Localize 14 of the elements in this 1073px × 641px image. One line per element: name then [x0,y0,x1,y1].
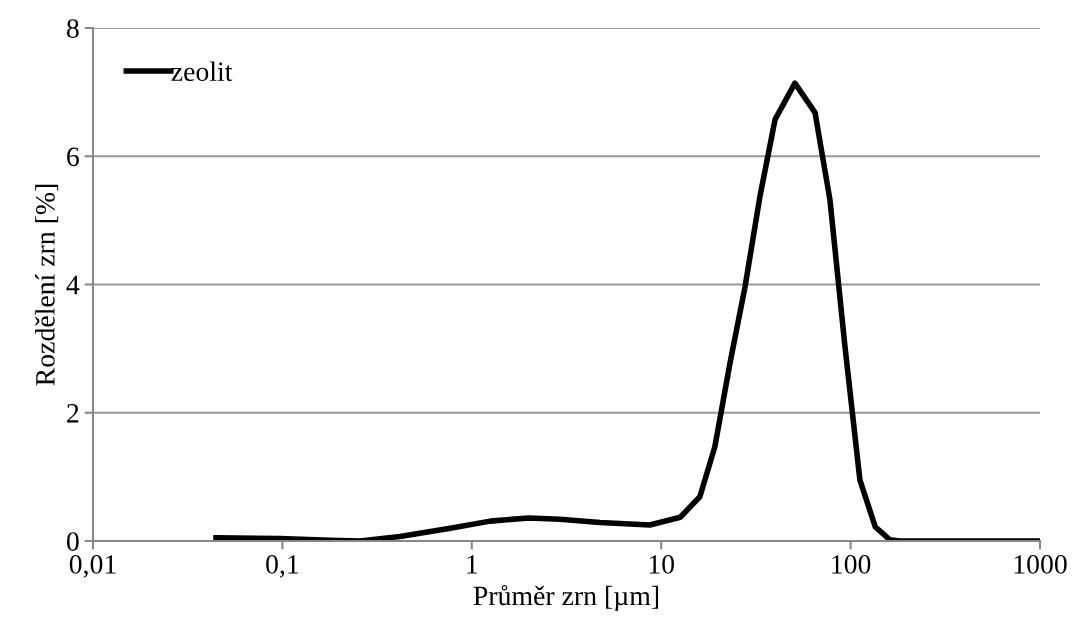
y-tick-label: 2 [67,403,79,423]
x-tick-label: 1000 [1014,555,1067,574]
y-axis-title: Rozdělení zrn [%] [35,184,59,386]
y-tick-label: 6 [67,147,79,167]
x-tick-label: 0,01 [69,555,116,578]
y-tick-label: 4 [66,275,80,295]
y-tick-label: 0 [66,532,79,551]
x-tick-label: 10 [649,555,675,574]
x-tick-label: 0,1 [266,555,299,578]
y-tick-label: 8 [66,19,79,38]
x-tick-label: 1 [467,555,478,574]
x-tick-label: 100 [832,555,871,574]
legend-label: zeolit [171,61,233,82]
x-axis-title: Průměr zrn [µm] [473,584,659,611]
